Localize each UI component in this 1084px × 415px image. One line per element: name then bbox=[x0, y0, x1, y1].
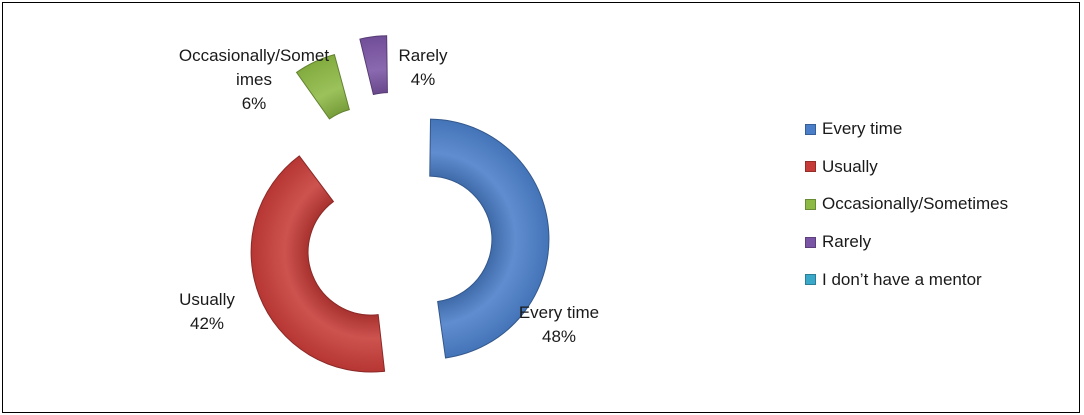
data-label-line: imes bbox=[236, 70, 272, 89]
slice-rarely bbox=[359, 35, 388, 96]
doughnut-chart: Every time 48% Usually 42% Occasionally/Some… bbox=[179, 35, 599, 373]
legend-item-usually: Usually bbox=[805, 155, 1075, 179]
slice-occasionally-sometimes bbox=[295, 53, 350, 120]
data-label-line: 6% bbox=[242, 94, 267, 113]
legend-swatch-rarely bbox=[805, 236, 816, 248]
data-label-line: Occasionally/Somet bbox=[179, 46, 330, 65]
legend-swatch-occasionally-sometimes bbox=[805, 198, 816, 210]
data-label-every-time: Every time 48% bbox=[519, 303, 599, 346]
legend-item-occasionally-sometimes: Occasionally/Sometimes bbox=[805, 192, 1075, 216]
legend-label-rarely: Rarely bbox=[822, 232, 872, 252]
legend-item-every-time: Every time bbox=[805, 117, 1075, 141]
data-label-line: 4% bbox=[411, 70, 436, 89]
legend-label-occasionally-sometimes: Occasionally/Sometimes bbox=[822, 194, 1009, 214]
legend-swatch-no-mentor bbox=[805, 274, 816, 286]
data-label-occasionally-sometimes: Occasionally/Somet imes 6% bbox=[179, 46, 330, 113]
data-label-line: Every time bbox=[519, 303, 599, 322]
data-label-line: 42% bbox=[190, 314, 224, 333]
legend-swatch-usually bbox=[805, 161, 816, 173]
data-label-line: Rarely bbox=[398, 46, 448, 65]
legend: Every time Usually Occasionally/Sometime… bbox=[805, 117, 1075, 305]
legend-swatch-every-time bbox=[805, 123, 816, 135]
slice-every-time bbox=[429, 118, 550, 359]
slices bbox=[250, 35, 550, 373]
data-label-line: 48% bbox=[542, 327, 576, 346]
legend-label-every-time: Every time bbox=[822, 119, 903, 138]
legend-label-no-mentor: I don’t have a mentor bbox=[822, 269, 982, 289]
legend-label-usually: Usually bbox=[822, 156, 878, 176]
data-label-usually: Usually 42% bbox=[179, 290, 235, 333]
data-label-rarely: Rarely 4% bbox=[398, 46, 448, 89]
slice-usually bbox=[250, 155, 386, 373]
data-labels: Every time 48% Usually 42% Occasionally/Some… bbox=[179, 46, 599, 346]
legend-item-rarely: Rarely bbox=[805, 230, 1075, 254]
data-label-line: Usually bbox=[179, 290, 235, 309]
legend-item-no-mentor: I don’t have a mentor bbox=[805, 268, 1075, 292]
